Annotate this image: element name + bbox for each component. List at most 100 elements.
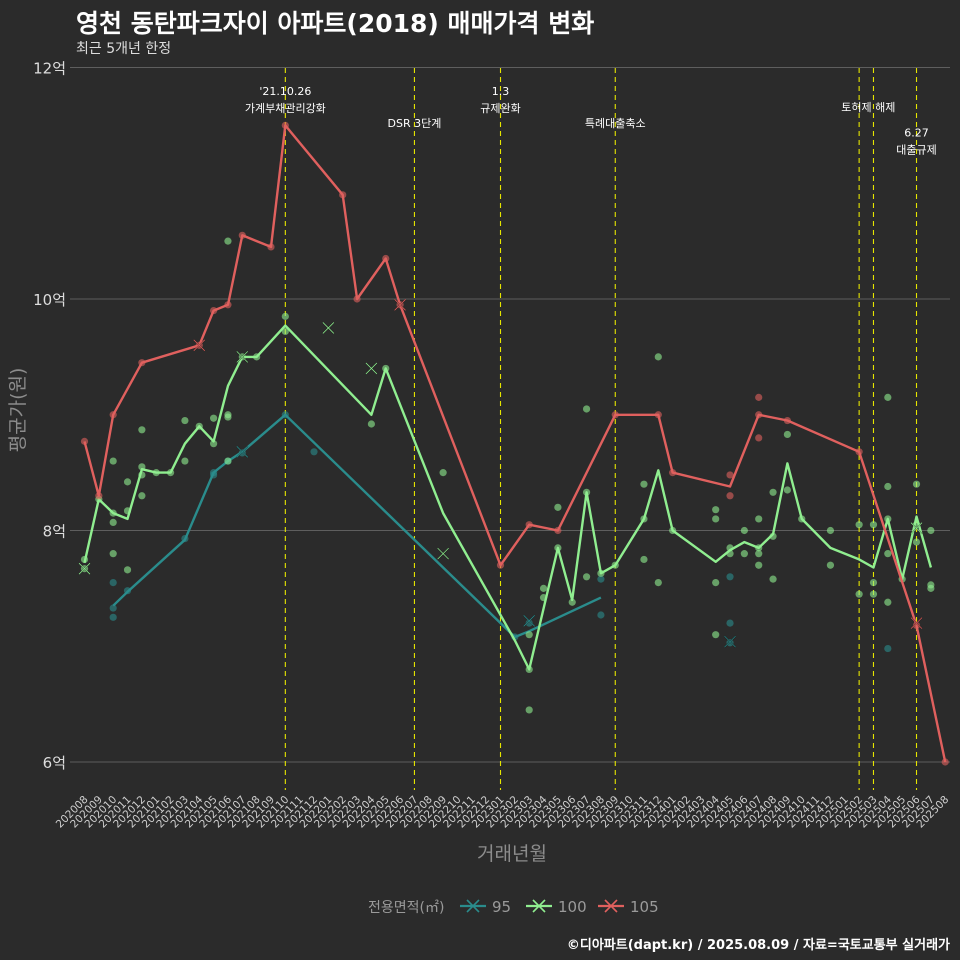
policy-annotation-text: 대출규제 xyxy=(896,144,936,157)
x-marker-stroke xyxy=(365,362,378,375)
legend-key-x xyxy=(604,899,618,913)
y-tick-label: 8억 xyxy=(43,523,66,541)
data-point xyxy=(884,393,892,401)
x-marker-stroke xyxy=(437,547,449,560)
series-105 xyxy=(80,121,949,766)
data-point xyxy=(640,555,648,564)
policy-annotation-text: 6.27 xyxy=(904,127,929,140)
data-point xyxy=(554,503,562,511)
data-point xyxy=(912,480,921,488)
data-point xyxy=(884,550,892,558)
data-point xyxy=(224,413,232,421)
data-point xyxy=(726,573,734,581)
x-marker-stroke xyxy=(394,299,406,311)
policy-annotation-text: 1.3 xyxy=(492,85,510,98)
data-point xyxy=(740,526,748,535)
data-point xyxy=(755,550,763,558)
data-point xyxy=(123,478,132,486)
data-point xyxy=(726,492,734,500)
data-point xyxy=(826,561,835,569)
data-point xyxy=(912,538,921,546)
data-point xyxy=(138,492,146,500)
data-point xyxy=(740,550,748,558)
y-tick-label: 10억 xyxy=(33,291,66,309)
x-marker xyxy=(78,562,91,575)
data-point xyxy=(138,426,146,434)
data-point xyxy=(855,590,863,598)
data-point xyxy=(869,521,878,529)
policy-lines xyxy=(284,68,918,790)
data-point xyxy=(210,440,218,448)
x-marker-stroke xyxy=(910,617,923,629)
x-axis-title: 거래년월 xyxy=(477,843,547,865)
policy-annotation-text: 가계부채관리강화 xyxy=(245,102,326,115)
x-marker xyxy=(322,321,335,334)
series-100 xyxy=(78,237,935,714)
data-point xyxy=(367,420,375,428)
data-point xyxy=(181,457,189,465)
series-line xyxy=(83,324,933,671)
x-marker xyxy=(394,298,407,311)
x-marker-stroke xyxy=(322,322,335,334)
data-point xyxy=(525,706,533,714)
data-point xyxy=(884,644,892,653)
policy-annotation-text: DSR 3단계 xyxy=(388,117,442,130)
data-point xyxy=(726,619,734,627)
x-marker xyxy=(910,617,923,630)
data-point xyxy=(525,631,533,639)
data-point xyxy=(80,437,89,445)
chart-subtitle: 최근 5개년 한정 xyxy=(76,41,172,57)
data-point xyxy=(726,639,734,647)
data-point xyxy=(109,550,117,558)
x-marker xyxy=(365,362,378,375)
data-point xyxy=(109,578,117,587)
legend-label-95: 95 xyxy=(492,898,511,916)
data-point xyxy=(654,353,662,361)
data-point xyxy=(310,448,318,456)
data-point xyxy=(884,598,892,606)
data-point xyxy=(855,521,863,529)
data-point xyxy=(224,237,232,245)
data-point xyxy=(869,590,878,598)
x-marker xyxy=(236,350,249,363)
data-point xyxy=(712,515,720,523)
data-point xyxy=(712,506,720,514)
series-95 xyxy=(109,411,892,653)
data-point xyxy=(826,526,835,535)
data-point xyxy=(654,578,662,587)
data-point xyxy=(941,758,949,766)
data-point xyxy=(597,611,605,619)
x-marker xyxy=(523,614,536,627)
x-marker-stroke xyxy=(193,339,206,352)
data-point xyxy=(712,578,720,587)
data-point xyxy=(712,631,720,639)
data-point xyxy=(783,430,792,439)
x-marker-stroke xyxy=(523,615,535,627)
series-group xyxy=(78,121,949,766)
series-line xyxy=(83,124,947,763)
data-point xyxy=(224,457,232,465)
data-point xyxy=(582,405,591,413)
data-point xyxy=(726,471,734,479)
data-point xyxy=(869,578,878,587)
x-marker-stroke xyxy=(724,635,736,648)
legend-key-x xyxy=(466,899,480,913)
data-point xyxy=(783,486,792,494)
legend-title: 전용면적(㎡) xyxy=(368,900,444,916)
data-point xyxy=(109,613,117,621)
data-point xyxy=(640,480,648,488)
data-point xyxy=(755,561,763,569)
legend-key-x xyxy=(532,899,546,913)
y-tick-label: 12억 xyxy=(33,60,66,78)
x-marker xyxy=(236,445,249,458)
data-point xyxy=(927,526,935,535)
data-point xyxy=(884,482,892,491)
data-point xyxy=(109,457,117,465)
series-line xyxy=(112,413,602,639)
legend-label-100: 100 xyxy=(558,898,587,916)
x-marker xyxy=(724,635,736,648)
y-axis-ticks: 6억 8억 10억 12억 xyxy=(33,60,66,773)
data-point xyxy=(755,393,763,401)
